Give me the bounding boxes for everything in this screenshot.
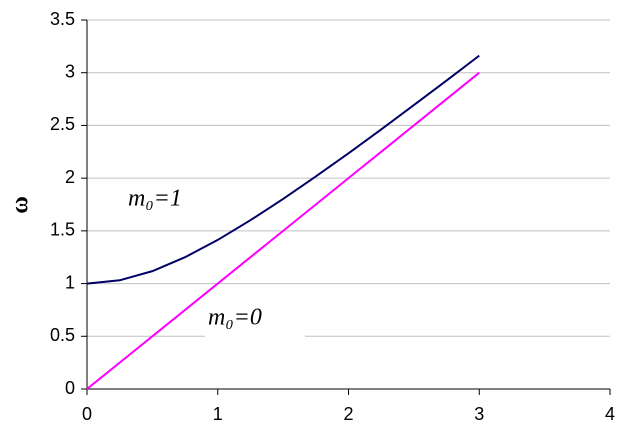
y-axis-label: ω <box>8 196 34 214</box>
x-tick-label: 0 <box>82 404 92 424</box>
series-annotation: m₀=1 <box>128 186 182 212</box>
x-tick-label: 4 <box>605 404 615 424</box>
label-background <box>205 300 305 338</box>
x-tick-label: 3 <box>474 404 484 424</box>
y-tick-label: 3.5 <box>50 9 75 29</box>
y-tick-label: 2.5 <box>50 114 75 134</box>
y-tick-label: 2 <box>65 167 75 187</box>
y-tick-label: 1 <box>65 272 75 292</box>
y-tick-label: 0.5 <box>50 325 75 345</box>
y-tick-label: 3 <box>65 61 75 81</box>
y-tick-label: 1.5 <box>50 220 75 240</box>
y-tick-label: 0 <box>65 378 75 398</box>
x-tick-label: 2 <box>343 404 353 424</box>
series-annotation: m₀=0 <box>208 305 262 331</box>
series-line <box>86 71 480 390</box>
x-tick-label: 1 <box>213 404 223 424</box>
series-line <box>86 54 480 285</box>
